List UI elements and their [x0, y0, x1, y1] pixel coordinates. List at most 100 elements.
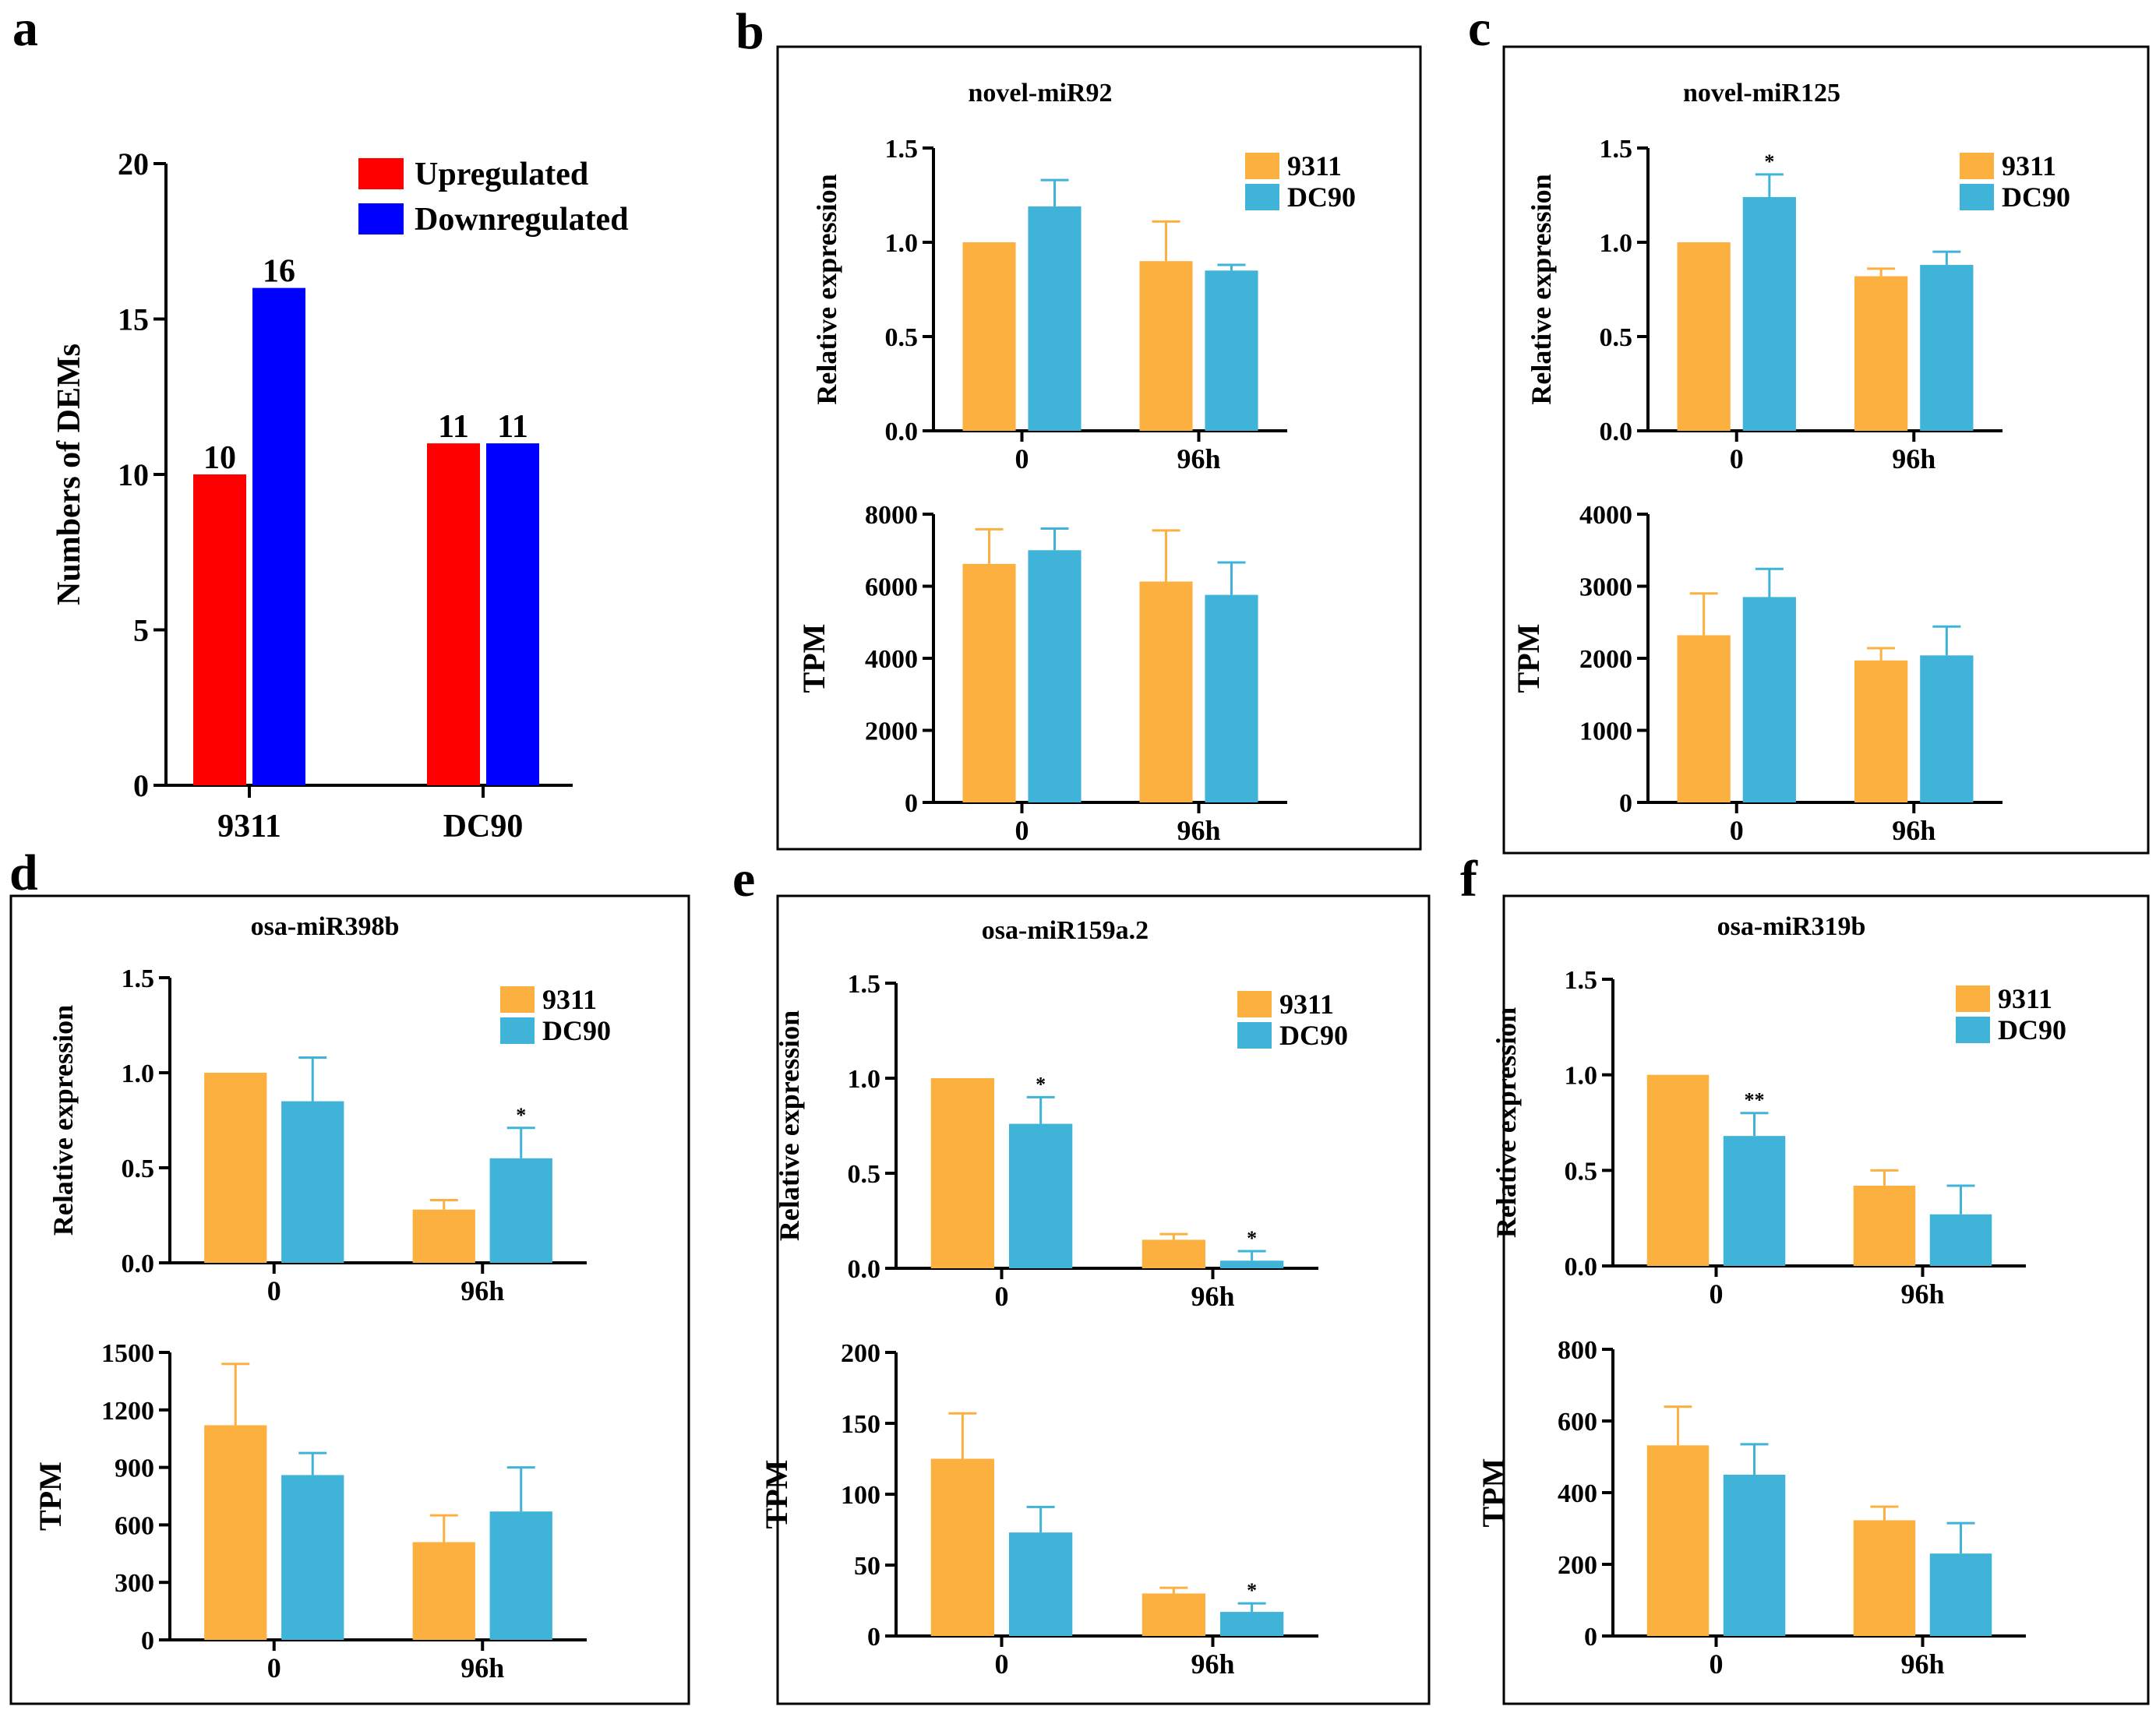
subplot-f-0: 0.0 0.5 1.0 1.5 Relative expression 0 ** 96h 931… [1491, 966, 2066, 1310]
legend-label-DC90: DC90 [2002, 182, 2070, 213]
bar-DC90-0 [1028, 550, 1082, 802]
significance-marker: * [1036, 1073, 1046, 1095]
bar-DC90-96h [489, 1511, 552, 1640]
x-tick-label: 96h [1177, 443, 1220, 474]
panel-letter-a: a [12, 0, 38, 57]
bar-9311-96h [1142, 1593, 1206, 1636]
x-tick-label: 96h [1900, 1648, 1944, 1680]
y-axis-label: Relative expression [48, 1005, 79, 1236]
panel-letter-e: e [732, 851, 755, 908]
legend-label-9311: 9311 [1998, 983, 2052, 1014]
bar-DC90-0 [1723, 1475, 1786, 1636]
y-tick-label: 4000 [865, 645, 918, 674]
y-tick-label: 0.5 [848, 1160, 881, 1189]
bar-9311-96h [1853, 1520, 1916, 1636]
subplot-e-0: 0.0 0.5 1.0 1.5 Relative expression 0 * 96h * 931… [774, 970, 1348, 1312]
x-tick-label: 0 [995, 1281, 1009, 1312]
y-tick-label: 1.0 [1565, 1062, 1598, 1091]
x-tick-label: 0 [267, 1275, 281, 1306]
significance-marker: * [1247, 1227, 1257, 1250]
legend-swatch-9311 [1960, 153, 1994, 179]
y-axis-label: TPM [1476, 1458, 1511, 1528]
y-tick-label: 10 [118, 457, 149, 492]
y-tick-label: 4000 [1579, 501, 1632, 530]
panel-title-d: osa-miR398b [251, 912, 400, 941]
subplot-b-1: 0 2000 4000 6000 8000 TPM 0 96h [796, 501, 1287, 846]
x-tick-label: 0 [1730, 815, 1744, 846]
significance-marker: ** [1745, 1089, 1765, 1112]
legend-label-9311: 9311 [1287, 150, 1342, 182]
x-tick-label: 0 [267, 1652, 281, 1684]
subplot-f-1: 0 200 400 600 800 TPM 0 96h [1476, 1336, 2026, 1680]
significance-marker: * [1764, 150, 1774, 173]
y-tick-label: 1.5 [1600, 135, 1633, 164]
y-tick-label: 0.0 [122, 1250, 155, 1278]
x-tick-label: 96h [1191, 1648, 1234, 1680]
bar-9311-96h [412, 1542, 475, 1640]
legend-label-9311: 9311 [2002, 150, 2056, 182]
panel-frame-d [9, 894, 690, 1705]
y-tick-label: 0 [1619, 789, 1632, 818]
y-axis-label: TPM [1511, 624, 1546, 693]
bar-DC90-0 [1008, 1532, 1073, 1636]
y-tick-label: 15 [118, 302, 149, 337]
y-tick-label: 0 [141, 1627, 154, 1655]
bar-9311-0 [930, 1458, 995, 1636]
bar-DC90-96h [1205, 594, 1258, 802]
bar-9311-96h [1853, 1185, 1916, 1266]
bar-9311-0 [1646, 1074, 1710, 1266]
subplot-d-0: 0.0 0.5 1.0 1.5 Relative expression 0 96h * 9311… [48, 964, 611, 1306]
y-tick-label: 0 [905, 789, 918, 818]
bar-DC90-96h [1929, 1553, 1992, 1636]
legend-swatch-DC90 [500, 1017, 535, 1044]
data-label: 10 [203, 440, 236, 476]
y-axis-label: TPM [796, 624, 831, 693]
legend-swatch-Upregulated [358, 158, 404, 189]
y-tick-label: 0.0 [848, 1255, 881, 1284]
y-axis-label: Numbers of DEMs [51, 344, 87, 605]
panel-title-b: novel-miR92 [968, 79, 1112, 108]
x-tick-label: 96h [1191, 1281, 1234, 1312]
y-tick-label: 1.5 [848, 970, 881, 999]
x-tick-label: 0 [995, 1648, 1009, 1680]
x-tick-label: 9311 [217, 809, 281, 844]
legend-label-DC90: DC90 [542, 1015, 611, 1046]
legend-label-DC90: DC90 [1287, 182, 1356, 213]
bar-9311-0 [962, 242, 1016, 431]
y-tick-label: 0.5 [1565, 1157, 1598, 1186]
y-tick-label: 50 [854, 1552, 880, 1581]
subplot-e-1: 0 50 100 150 200 TPM 0 96h * [759, 1339, 1318, 1680]
panel-frame-f [1502, 894, 2150, 1705]
bar-9311-0 [930, 1078, 995, 1268]
y-tick-label: 1.0 [848, 1065, 881, 1094]
y-tick-label: 600 [115, 1511, 154, 1540]
significance-marker: * [516, 1104, 526, 1126]
y-tick-label: 1.5 [122, 964, 155, 993]
y-tick-label: 0 [1584, 1623, 1597, 1652]
data-label: 11 [497, 409, 528, 445]
panel-frame-e [776, 894, 1431, 1705]
legend-swatch-9311 [1245, 153, 1279, 179]
data-label: 11 [438, 409, 469, 445]
panel-letter-d: d [9, 844, 38, 901]
bar-DC90-96h [1205, 270, 1258, 431]
x-tick-label: 0 [1730, 443, 1744, 474]
y-tick-label: 0.0 [885, 418, 919, 446]
y-tick-label: 0.5 [885, 323, 919, 352]
bar-DC90-96h [1929, 1214, 1992, 1266]
bar-9311-0 [1646, 1445, 1710, 1636]
bar-DC90-96h [1920, 265, 1974, 431]
legend-label-Upregulated: Upregulated [415, 157, 588, 192]
y-tick-label: 1.0 [122, 1059, 155, 1088]
bar-Upregulated-DC90 [427, 443, 480, 785]
bar-DC90-96h [489, 1158, 552, 1263]
legend-swatch-DC90 [1245, 184, 1279, 210]
y-tick-label: 400 [1558, 1479, 1597, 1508]
legend-swatch-DC90 [1960, 184, 1994, 210]
bar-Downregulated-DC90 [486, 443, 539, 785]
y-tick-label: 5 [133, 613, 149, 648]
bar-DC90-96h [1219, 1612, 1284, 1636]
y-tick-label: 0.0 [1600, 418, 1633, 446]
y-tick-label: 6000 [865, 573, 918, 602]
